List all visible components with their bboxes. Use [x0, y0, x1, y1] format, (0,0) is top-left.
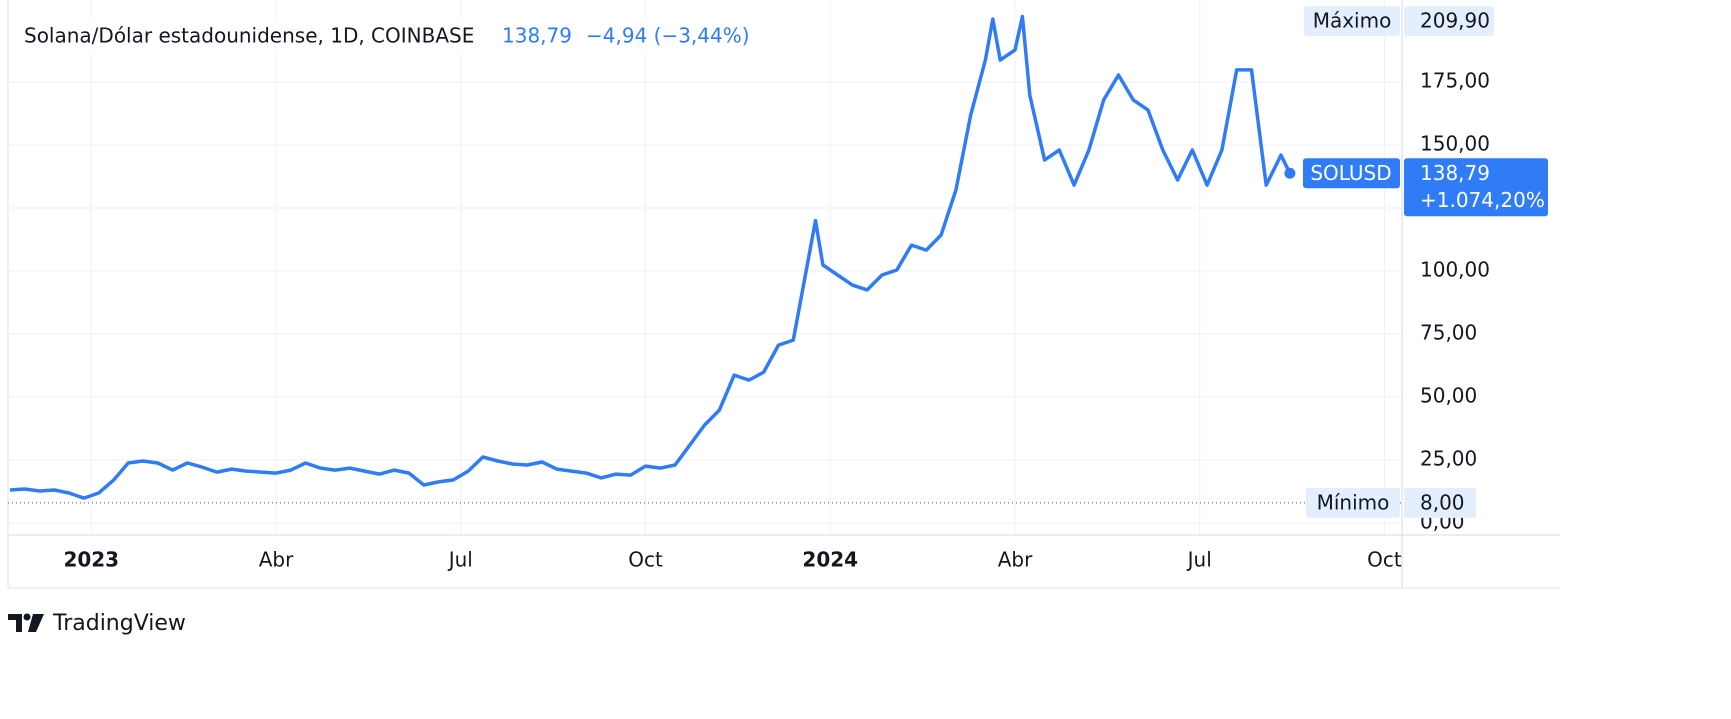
max-value: 209,90 — [1420, 9, 1490, 33]
max-label: Máximo — [1313, 9, 1392, 33]
y-tick-label: 50,00 — [1420, 384, 1477, 408]
last-value: 138,79 — [1420, 161, 1490, 185]
min-badge — [1306, 487, 1400, 518]
x-tick-label: Oct — [628, 548, 663, 572]
price-line — [9, 14, 1292, 500]
series-badge — [1303, 158, 1400, 189]
y-tick-label: 75,00 — [1420, 321, 1477, 345]
last-change: +1.074,20% — [1420, 188, 1545, 212]
logo — [8, 613, 44, 632]
x-tick-label: Abr — [998, 548, 1033, 572]
last-value-badge — [1404, 158, 1548, 217]
min-value: 8,00 — [1420, 490, 1465, 514]
min-label: Mínimo — [1317, 490, 1390, 514]
y-tick-label: 100,00 — [1420, 258, 1490, 282]
header-price: 138,79 — [502, 24, 572, 48]
x-tick-label: Jul — [1186, 548, 1212, 572]
x-tick-label: Jul — [447, 548, 473, 572]
x-tick-label: 2024 — [802, 548, 858, 572]
x-tick-label: 2023 — [63, 548, 119, 572]
y-tick-label: 175,00 — [1420, 69, 1490, 93]
max-value-badge — [1404, 6, 1494, 36]
series-name: SOLUSD — [1310, 161, 1391, 185]
header-bg — [14, 18, 824, 54]
brand: TradingView — [52, 611, 186, 636]
chart-title: Solana/Dólar estadounidense, 1D, COINBAS… — [24, 24, 474, 48]
x-tick-label: Abr — [259, 548, 294, 572]
x-tick-label: Oct — [1367, 548, 1402, 572]
min-value-badge — [1404, 487, 1476, 518]
last-point — [1284, 167, 1296, 179]
max-badge — [1304, 6, 1400, 36]
grid — [8, 0, 1402, 535]
y-tick-label: 25,00 — [1420, 447, 1477, 471]
header-change: −4,94 (−3,44%) — [586, 24, 750, 48]
y-tick-label: 150,00 — [1420, 132, 1490, 156]
